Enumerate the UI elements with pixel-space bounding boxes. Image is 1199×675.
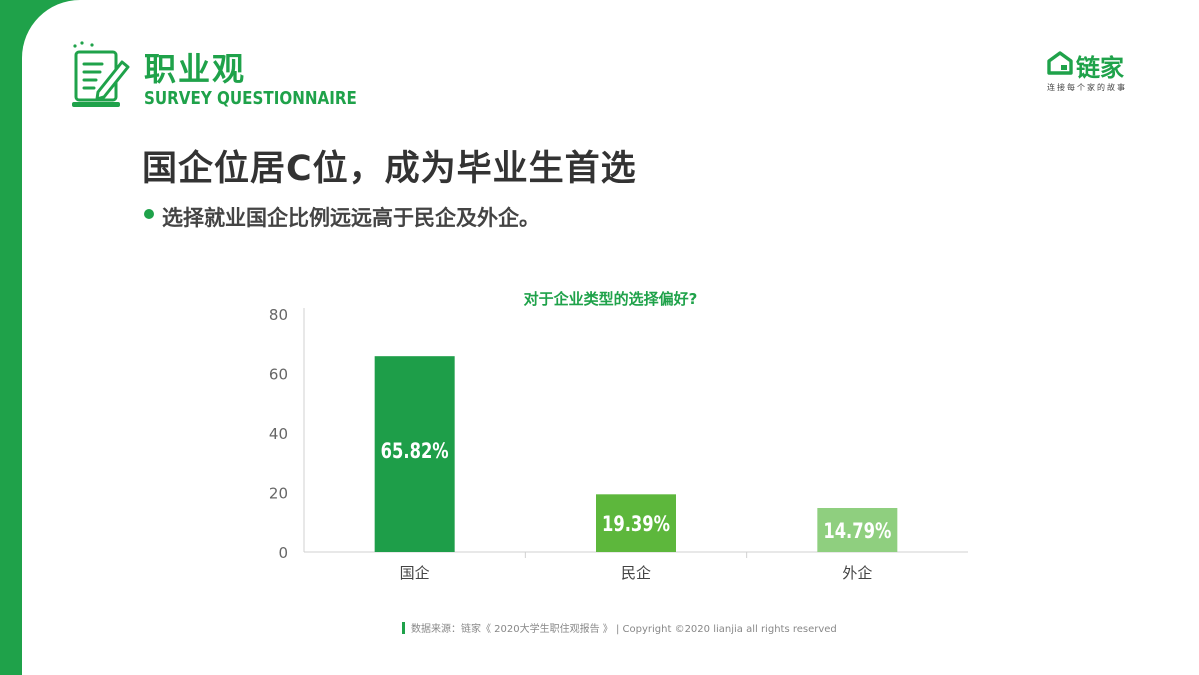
- footer-accent-bar: [402, 621, 405, 634]
- bullet-text: 选择就业国企比例远远高于民企及外企。: [162, 206, 540, 230]
- brand: 链家 连接每个家的故事: [1046, 48, 1156, 98]
- x-tick-label: 外企: [842, 564, 872, 582]
- slide: 职业观 SURVEY QUESTIONNAIRE 链家 连接每个家的故事 国企位…: [22, 0, 1199, 675]
- footer: 数据来源：链家《 2020大学生职住观报告 》 | Copyright ©202…: [402, 620, 837, 636]
- section-subtitle: SURVEY QUESTIONNAIRE: [144, 88, 357, 109]
- brand-tagline: 连接每个家的故事: [1047, 83, 1127, 92]
- section-title: 职业观: [144, 50, 247, 88]
- bar: [374, 356, 455, 552]
- y-tick-label: 40: [269, 425, 288, 443]
- bullet-dot: [144, 209, 154, 219]
- data-label: 65.82%: [381, 439, 449, 463]
- bar: [817, 507, 898, 552]
- y-tick-label: 20: [269, 485, 288, 503]
- bar: [596, 494, 676, 552]
- bar-chart: 0 20 40 60 80 65.82% 国企 19.39% 民企 14.79% 外企: [269, 306, 968, 582]
- y-tick-label: 80: [269, 306, 288, 324]
- x-tick-label: 国企: [400, 564, 430, 582]
- brand-name: 链家: [1076, 54, 1124, 82]
- headline: 国企位居C位，成为毕业生首选: [142, 149, 637, 189]
- footer-source-text: 数据来源：链家《 2020大学生职住观报告 》 | Copyright ©202…: [411, 624, 837, 635]
- document-pen-icon: [72, 41, 130, 107]
- house-logo-icon: [1047, 51, 1073, 75]
- chart-title: 对于企业类型的选择偏好?: [523, 290, 698, 308]
- y-tick-label: 60: [269, 366, 288, 384]
- data-label: 14.79%: [823, 519, 891, 543]
- x-tick-label: 民企: [621, 564, 651, 582]
- data-label: 19.39%: [602, 512, 670, 536]
- y-tick-label: 0: [278, 544, 288, 562]
